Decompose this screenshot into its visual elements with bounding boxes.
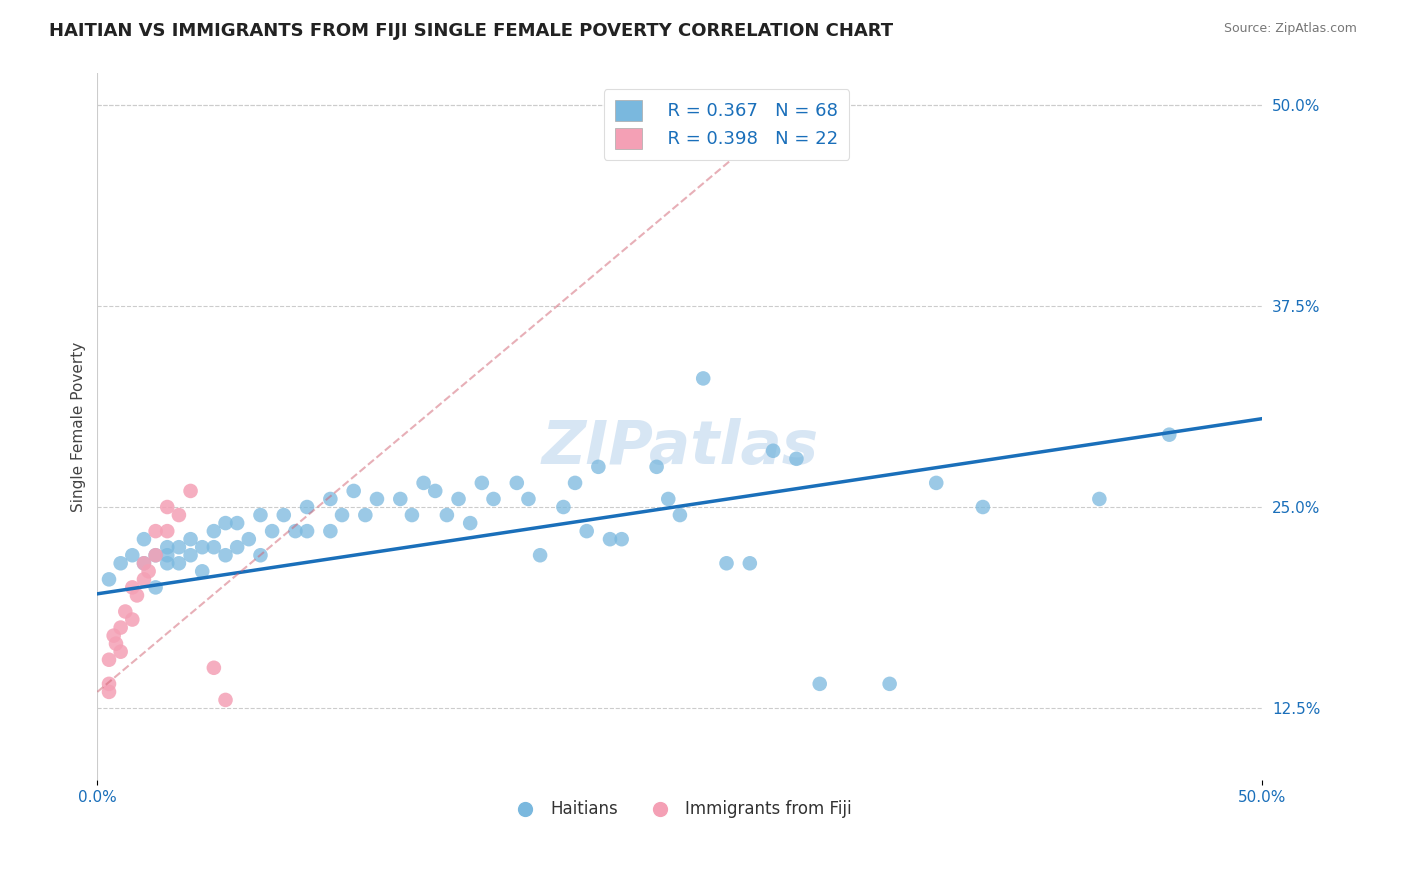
Point xyxy=(436,508,458,522)
Point xyxy=(716,556,738,570)
Point xyxy=(238,532,260,546)
Point xyxy=(132,556,155,570)
Point xyxy=(202,540,225,554)
Point xyxy=(121,548,143,562)
Point xyxy=(284,524,307,538)
Legend: Haitians, Immigrants from Fiji: Haitians, Immigrants from Fiji xyxy=(502,794,858,825)
Point xyxy=(104,637,127,651)
Point xyxy=(249,508,271,522)
Point xyxy=(121,613,143,627)
Point xyxy=(103,629,125,643)
Point xyxy=(145,524,167,538)
Point xyxy=(389,491,412,506)
Point xyxy=(180,548,202,562)
Point xyxy=(226,516,249,530)
Point xyxy=(98,685,121,699)
Point xyxy=(657,491,679,506)
Point xyxy=(588,459,610,474)
Point xyxy=(692,371,714,385)
Text: ZIPatlas: ZIPatlas xyxy=(541,418,818,477)
Point xyxy=(202,524,225,538)
Point xyxy=(226,540,249,554)
Point xyxy=(156,548,179,562)
Point xyxy=(645,459,668,474)
Point xyxy=(180,532,202,546)
Point xyxy=(167,508,190,522)
Point xyxy=(471,475,494,490)
Point xyxy=(425,483,447,498)
Point xyxy=(262,524,284,538)
Point xyxy=(156,500,179,514)
Text: HAITIAN VS IMMIGRANTS FROM FIJI SINGLE FEMALE POVERTY CORRELATION CHART: HAITIAN VS IMMIGRANTS FROM FIJI SINGLE F… xyxy=(49,22,893,40)
Point xyxy=(132,556,155,570)
Point xyxy=(458,516,481,530)
Text: Source: ZipAtlas.com: Source: ZipAtlas.com xyxy=(1223,22,1357,36)
Point xyxy=(669,508,692,522)
Point xyxy=(529,548,551,562)
Point xyxy=(925,475,948,490)
Point xyxy=(145,581,167,595)
Point xyxy=(98,573,121,587)
Point xyxy=(506,475,529,490)
Point xyxy=(273,508,295,522)
Point xyxy=(319,491,342,506)
Point xyxy=(125,589,148,603)
Point xyxy=(610,532,633,546)
Point xyxy=(762,443,785,458)
Point xyxy=(564,475,586,490)
Point xyxy=(1159,427,1181,442)
Point xyxy=(156,556,179,570)
Point xyxy=(319,524,342,538)
Point xyxy=(98,653,121,667)
Point xyxy=(972,500,994,514)
Point xyxy=(553,500,575,514)
Point xyxy=(214,693,236,707)
Point xyxy=(110,556,132,570)
Point xyxy=(214,548,236,562)
Point xyxy=(121,581,143,595)
Y-axis label: Single Female Poverty: Single Female Poverty xyxy=(72,342,86,512)
Point xyxy=(412,475,434,490)
Point xyxy=(1088,491,1111,506)
Point xyxy=(167,556,190,570)
Point xyxy=(191,564,214,578)
Point xyxy=(114,605,136,619)
Point xyxy=(575,524,598,538)
Point xyxy=(167,540,190,554)
Point xyxy=(354,508,377,522)
Point xyxy=(808,677,831,691)
Point xyxy=(132,532,155,546)
Point xyxy=(180,483,202,498)
Point xyxy=(110,621,132,635)
Point xyxy=(156,540,179,554)
Point xyxy=(879,677,901,691)
Point xyxy=(214,516,236,530)
Point xyxy=(110,645,132,659)
Point xyxy=(145,548,167,562)
Point xyxy=(138,564,160,578)
Point xyxy=(785,451,807,466)
Point xyxy=(295,524,318,538)
Point xyxy=(366,491,388,506)
Point xyxy=(156,524,179,538)
Point xyxy=(295,500,318,514)
Point xyxy=(343,483,366,498)
Point xyxy=(249,548,271,562)
Point xyxy=(482,491,505,506)
Point xyxy=(738,556,761,570)
Point xyxy=(132,573,155,587)
Point xyxy=(447,491,470,506)
Point xyxy=(599,532,621,546)
Point xyxy=(202,661,225,675)
Point xyxy=(517,491,540,506)
Point xyxy=(98,677,121,691)
Point xyxy=(401,508,423,522)
Point xyxy=(191,540,214,554)
Point xyxy=(330,508,353,522)
Point xyxy=(145,548,167,562)
